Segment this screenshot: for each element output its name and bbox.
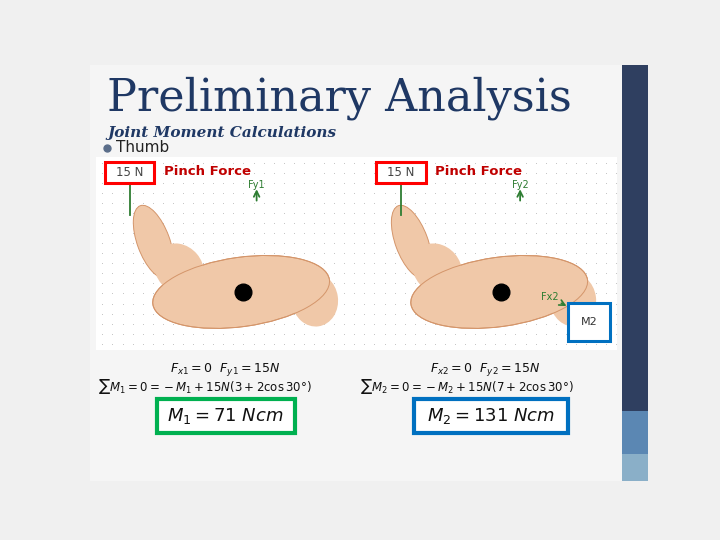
Text: $F_{x2} = 0 \ \ F_{y2} = 15N$: $F_{x2} = 0 \ \ F_{y2} = 15N$: [430, 361, 541, 378]
Text: $F_{x1} = 0 \ \ F_{y1} = 15N$: $F_{x1} = 0 \ \ F_{y1} = 15N$: [171, 361, 281, 378]
Ellipse shape: [292, 273, 338, 327]
Ellipse shape: [549, 273, 596, 327]
FancyBboxPatch shape: [414, 399, 568, 433]
FancyBboxPatch shape: [90, 65, 621, 481]
Ellipse shape: [392, 205, 432, 279]
FancyBboxPatch shape: [104, 162, 154, 184]
FancyBboxPatch shape: [157, 399, 295, 433]
Text: Pinch Force: Pinch Force: [163, 165, 251, 178]
Text: 15 N: 15 N: [116, 166, 143, 179]
FancyBboxPatch shape: [376, 162, 426, 184]
Ellipse shape: [153, 255, 330, 328]
Text: Fy2: Fy2: [512, 180, 528, 190]
Text: Thumb: Thumb: [117, 140, 170, 156]
FancyBboxPatch shape: [621, 65, 648, 481]
Ellipse shape: [413, 244, 462, 294]
FancyBboxPatch shape: [621, 411, 648, 454]
Text: Fx2: Fx2: [541, 292, 559, 302]
Text: $\sum M_1 = 0 = -M_1 + 15N\left(3 + 2\cos 30°\right)$: $\sum M_1 = 0 = -M_1 + 15N\left(3 + 2\co…: [98, 377, 311, 396]
FancyBboxPatch shape: [96, 157, 617, 350]
Ellipse shape: [154, 244, 204, 294]
Text: $M_2 = 131 \ Ncm$: $M_2 = 131 \ Ncm$: [427, 406, 554, 426]
Text: Joint Moment Calculations: Joint Moment Calculations: [107, 126, 336, 140]
FancyBboxPatch shape: [90, 65, 621, 481]
Text: Pinch Force: Pinch Force: [435, 165, 522, 178]
Text: Fy1: Fy1: [248, 180, 265, 190]
Text: Preliminary Analysis: Preliminary Analysis: [107, 76, 572, 120]
Text: 15 N: 15 N: [387, 166, 415, 179]
FancyBboxPatch shape: [621, 454, 648, 481]
Ellipse shape: [133, 205, 174, 279]
Ellipse shape: [411, 255, 588, 328]
Text: M2: M2: [581, 317, 598, 327]
FancyBboxPatch shape: [568, 303, 610, 341]
Text: $\sum M_2 = 0 = -M_2 + 15N\left(7 + 2\cos 30°\right)$: $\sum M_2 = 0 = -M_2 + 15N\left(7 + 2\co…: [360, 377, 573, 396]
Text: $M_1 = 71 \ Ncm$: $M_1 = 71 \ Ncm$: [167, 406, 284, 426]
